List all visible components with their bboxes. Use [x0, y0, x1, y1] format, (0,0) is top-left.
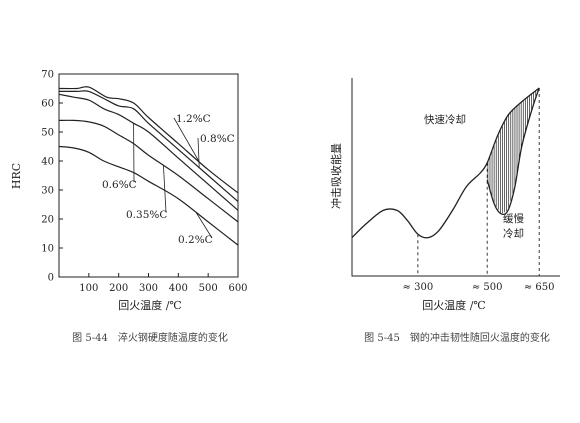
right-hatched-region	[487, 89, 539, 214]
left-y-tick-label: 20	[41, 215, 54, 226]
left-y-tick-label: 10	[41, 244, 54, 255]
left-y-axis-label: HRC	[10, 163, 23, 189]
left-x-tick-label: 200	[109, 283, 128, 294]
left-x-ticks: 100 200 300 400 500 600	[79, 273, 248, 294]
right-annotation-slow-2: 冷却	[503, 227, 524, 240]
right-axes	[351, 78, 560, 277]
left-leader-3	[163, 165, 167, 213]
right-x-tick-label: ≈ 500	[472, 282, 503, 293]
left-leader-4	[195, 212, 213, 239]
left-series-group	[58, 86, 239, 246]
right-series-group	[351, 87, 540, 239]
right-y-axis-label: 冲击吸收能量	[329, 143, 343, 209]
left-y-tick-label: 50	[41, 128, 54, 139]
left-series-line-4	[58, 145, 239, 246]
left-caption: 图 5-44 淬火钢硬度随温度的变化	[72, 331, 228, 344]
slow-cooling-curve	[486, 87, 540, 216]
right-caption: 图 5-45 钢的冲击韧性随回火温度的变化	[364, 331, 550, 344]
fast-cooling-curve	[351, 87, 540, 239]
left-plot-frame	[58, 73, 239, 278]
left-y-tick-label: 60	[41, 99, 54, 110]
right-dashed-guides	[417, 88, 540, 276]
left-annotation-0-6c: 0.6%C	[102, 179, 137, 191]
left-leader-lines	[133, 117, 213, 239]
left-y-tick-label: 40	[41, 157, 54, 168]
left-series-line-3	[58, 119, 239, 223]
left-leader-1	[197, 137, 200, 168]
left-annotation-0-35c: 0.35%C	[126, 209, 167, 221]
right-annotation-fast-cooling: 快速冷却	[424, 113, 466, 126]
left-x-tick-label: 600	[228, 283, 247, 294]
left-leader-0	[173, 117, 200, 163]
left-x-tick-label: 500	[199, 283, 218, 294]
left-y-tick-label: 70	[41, 70, 54, 81]
hardness-chart: 0 10 20 30 40 50 60 70 100 200 300 400 500 600 1.2%C…	[10, 70, 248, 345]
left-annotation-0-8c: 0.8%C	[200, 133, 235, 145]
left-x-tick-label: 100	[79, 283, 98, 294]
right-x-tick-label: ≈ 300	[403, 282, 434, 293]
left-series-line-1	[59, 90, 239, 203]
right-x-tick-label: ≈ 650	[524, 282, 555, 293]
impact-chart: ≈ 300 ≈ 500 ≈ 650 快速冷却 缓慢 冷却 冲击吸收能量 回火温度 /…	[329, 78, 560, 344]
left-annotation-0-2c: 0.2%C	[178, 234, 213, 246]
right-annotation-slow-1: 缓慢	[503, 212, 524, 225]
left-annotation-1-2c: 1.2%C	[176, 113, 211, 125]
left-x-tick-label: 400	[169, 283, 188, 294]
right-x-axis-label: 回火温度 /℃	[422, 298, 486, 312]
left-series-line-0	[58, 86, 239, 194]
left-y-ticks: 0 10 20 30 40 50 60 70	[41, 70, 63, 284]
left-x-axis-label: 回火温度 /℃	[118, 298, 182, 312]
left-series-line-2	[58, 93, 239, 211]
left-y-tick-label: 30	[41, 186, 54, 197]
left-x-tick-label: 300	[139, 283, 158, 294]
left-y-tick-label: 0	[48, 273, 54, 284]
right-x-ticks: ≈ 300 ≈ 500 ≈ 650	[403, 282, 555, 293]
